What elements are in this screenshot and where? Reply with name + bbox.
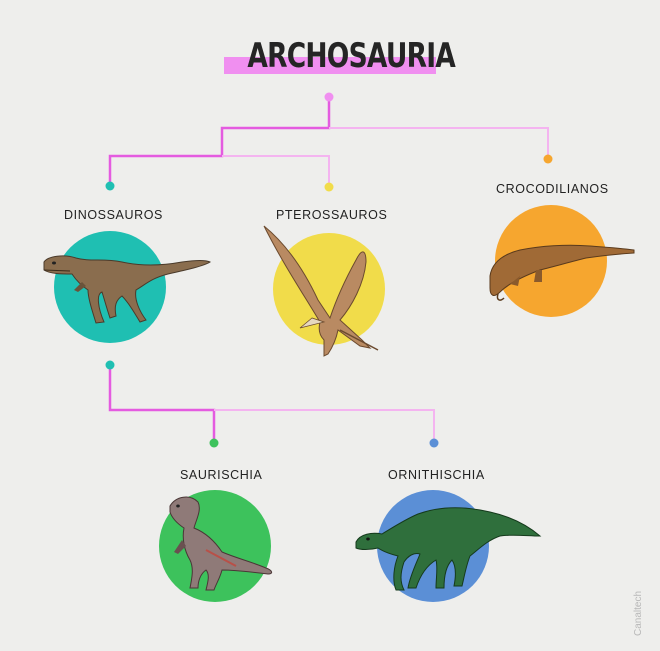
watermark: Canaltech — [629, 576, 651, 636]
title-highlight — [224, 57, 436, 74]
crocodilianos-dot — [543, 154, 553, 164]
dinossauros-lower-dot — [105, 360, 115, 370]
root-dot — [324, 92, 334, 102]
connectors-top — [108, 98, 549, 186]
line-to-dinossauros — [108, 98, 331, 184]
label-ornithischia: ORNITHISCHIA — [388, 468, 485, 482]
theropod-illustration — [43, 255, 211, 324]
connectors-bottom — [108, 366, 435, 442]
title-group: ARCHOSAURIA — [224, 36, 456, 76]
saurischian-illustration — [169, 496, 273, 591]
ornithischian-illustration — [355, 507, 542, 591]
label-crocodilianos: CROCODILIANOS — [496, 182, 609, 196]
label-pterossauros: PTEROSSAUROS — [276, 208, 388, 222]
label-saurischia: SAURISCHIA — [180, 468, 263, 482]
pterosaur-illustration — [263, 225, 379, 357]
page-title: ARCHOSAURIA — [247, 36, 456, 76]
watermark-text: Canaltech — [633, 590, 644, 636]
line-to-saurischia — [108, 366, 216, 442]
label-dinossauros: DINOSSAUROS — [64, 208, 163, 222]
line-to-crocodilianos — [329, 127, 549, 158]
line-to-pterossauros — [222, 155, 330, 186]
line-to-ornithischia — [214, 409, 435, 441]
pterossauros-dot — [324, 182, 334, 192]
saurischia-dot — [209, 438, 219, 448]
ornithischia-dot — [429, 438, 439, 448]
dinossauros-dot — [105, 181, 115, 191]
crocodile-illustration — [489, 244, 635, 301]
